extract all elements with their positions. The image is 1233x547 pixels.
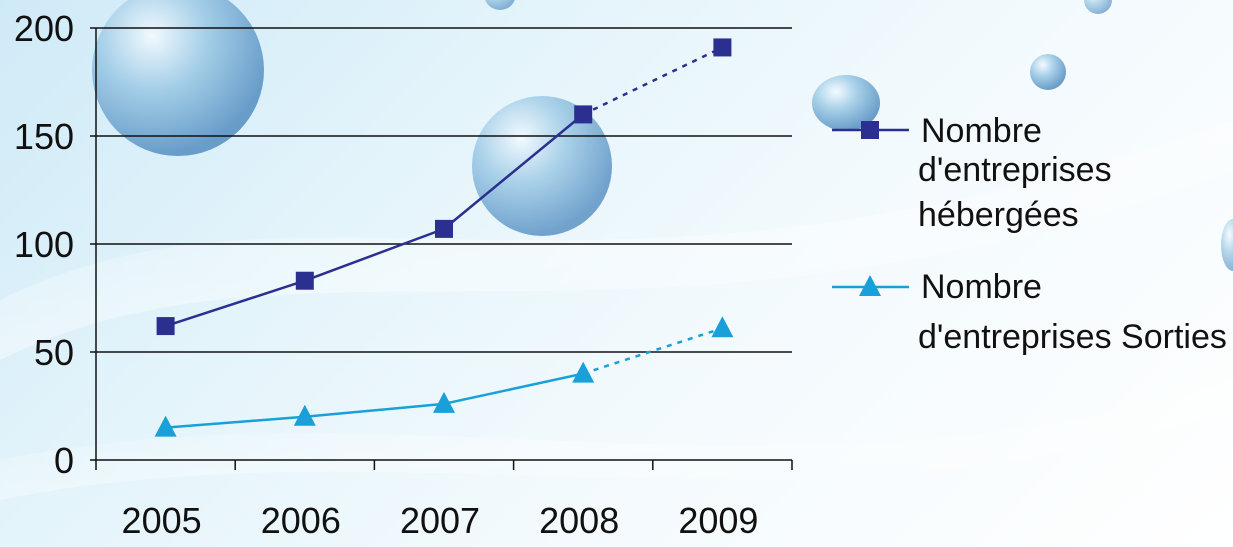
bubble-decoration bbox=[1084, 0, 1112, 14]
legend-label-line: d'entreprises Sorties bbox=[918, 318, 1227, 356]
y-tick-label: 100 bbox=[14, 224, 74, 265]
x-tick-label: 2009 bbox=[678, 500, 758, 541]
square-marker bbox=[574, 105, 593, 124]
series-line-segment bbox=[443, 113, 584, 230]
series-line-segment bbox=[443, 372, 584, 406]
x-tick-label: 2006 bbox=[261, 500, 341, 541]
series-line-segment-dashed bbox=[582, 46, 723, 116]
bubble-decoration bbox=[472, 96, 612, 236]
series-line-segment bbox=[304, 227, 445, 282]
triangle-marker bbox=[711, 316, 734, 338]
series-line-segment bbox=[165, 279, 306, 328]
legend-label-line: Nombre bbox=[921, 112, 1042, 150]
triangle-marker bbox=[859, 275, 881, 296]
y-tick-label: 200 bbox=[14, 8, 74, 49]
bubble-decoration bbox=[485, 0, 515, 10]
bubble-decoration bbox=[1030, 54, 1066, 90]
x-tick-label: 2007 bbox=[400, 500, 480, 541]
bubble-decoration bbox=[1221, 219, 1233, 271]
square-marker bbox=[435, 219, 453, 238]
series-line-segment bbox=[304, 402, 445, 419]
legend-label-line: hébergées bbox=[918, 196, 1079, 234]
triangle-marker bbox=[293, 404, 316, 426]
square-marker bbox=[861, 121, 879, 139]
bubble-decoration bbox=[92, 0, 264, 156]
series-line-segment-dashed bbox=[582, 327, 723, 375]
y-tick-labels: 0 50 100 150 200 bbox=[14, 8, 74, 481]
series-group bbox=[154, 38, 734, 437]
y-gridlines bbox=[96, 27, 792, 353]
series-line-segment bbox=[165, 415, 305, 429]
legend-item-2: Nombre d'entreprises Sorties bbox=[832, 268, 1227, 356]
triangle-marker bbox=[154, 415, 177, 437]
series-1 bbox=[156, 38, 732, 336]
axes bbox=[90, 27, 793, 470]
legend: Nombred'entrepriseshébergéesNombred'entr… bbox=[832, 112, 1227, 356]
background-decoration bbox=[0, 0, 1233, 500]
x-tick-label: 2005 bbox=[122, 500, 202, 541]
square-marker bbox=[713, 38, 732, 57]
series-2 bbox=[154, 316, 734, 437]
square-marker bbox=[156, 317, 175, 336]
light-streak bbox=[0, 380, 1233, 500]
y-tick-label: 50 bbox=[34, 332, 74, 373]
bubble-decoration bbox=[812, 75, 880, 131]
triangle-marker bbox=[433, 391, 455, 413]
square-marker bbox=[295, 271, 314, 290]
triangle-marker bbox=[572, 361, 595, 383]
x-tick-labels: 2005 2006 2007 2008 2009 bbox=[122, 500, 759, 541]
y-tick-label: 150 bbox=[14, 116, 74, 157]
legend-label-line: d'entreprises bbox=[918, 151, 1112, 189]
legend-label-line: Nombre bbox=[921, 268, 1042, 306]
y-tick-label: 0 bbox=[54, 440, 74, 481]
light-streak bbox=[0, 120, 1233, 360]
x-tick-label: 2008 bbox=[539, 500, 619, 541]
